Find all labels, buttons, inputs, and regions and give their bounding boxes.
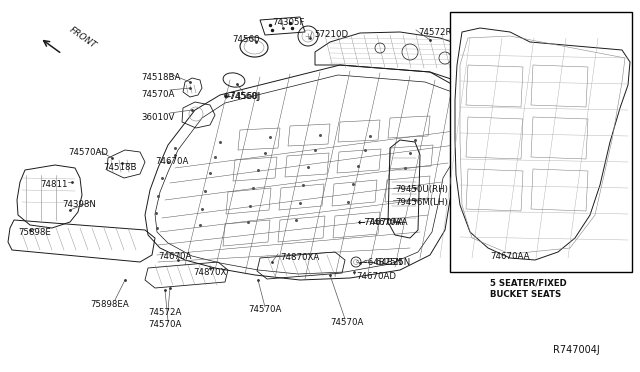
Text: 74670A: 74670A — [158, 252, 191, 261]
Text: ❅74560J: ❅74560J — [222, 92, 259, 101]
Text: 79450U(RH): 79450U(RH) — [395, 185, 448, 194]
Text: 74398N: 74398N — [62, 200, 96, 209]
Text: 74560: 74560 — [232, 35, 259, 44]
Text: FRONT: FRONT — [68, 26, 99, 51]
Text: ◦—64B25N: ◦—64B25N — [363, 258, 412, 267]
Text: ←74670AA: ←74670AA — [358, 218, 404, 227]
Text: 57210D: 57210D — [314, 30, 348, 39]
Text: 74870X: 74870X — [193, 268, 227, 277]
Text: BUCKET SEATS: BUCKET SEATS — [490, 290, 561, 299]
Text: 75898E: 75898E — [18, 228, 51, 237]
Text: 74811: 74811 — [40, 180, 67, 189]
Text: 74518BA: 74518BA — [141, 73, 180, 82]
Text: 74570A: 74570A — [148, 320, 181, 329]
Text: 74570AD: 74570AD — [68, 148, 108, 157]
Text: 74570A: 74570A — [141, 90, 174, 99]
Text: ← 74670AA: ← 74670AA — [358, 218, 408, 227]
Bar — [450, 12, 632, 272]
Text: R747004J: R747004J — [553, 345, 600, 355]
Text: 5 SEATER/FIXED: 5 SEATER/FIXED — [490, 278, 567, 287]
Text: 74670AA: 74670AA — [490, 252, 529, 261]
Text: 75898EA: 75898EA — [90, 300, 129, 309]
Text: 74572R: 74572R — [418, 28, 451, 37]
Text: 74870XA: 74870XA — [280, 253, 319, 262]
Text: 74570A: 74570A — [248, 305, 282, 314]
Text: 79456M(LH): 79456M(LH) — [395, 198, 448, 207]
Text: ◦—64B25N: ◦—64B25N — [355, 258, 403, 267]
Text: 74518B: 74518B — [103, 163, 136, 172]
Text: ←74560J: ←74560J — [224, 92, 261, 101]
Text: 74570A: 74570A — [330, 318, 364, 327]
Text: 74305F: 74305F — [272, 18, 305, 27]
Text: 74670A: 74670A — [155, 157, 188, 166]
Text: 74572A: 74572A — [148, 308, 181, 317]
Text: 36010V: 36010V — [141, 113, 174, 122]
Text: 74670AD: 74670AD — [356, 272, 396, 281]
